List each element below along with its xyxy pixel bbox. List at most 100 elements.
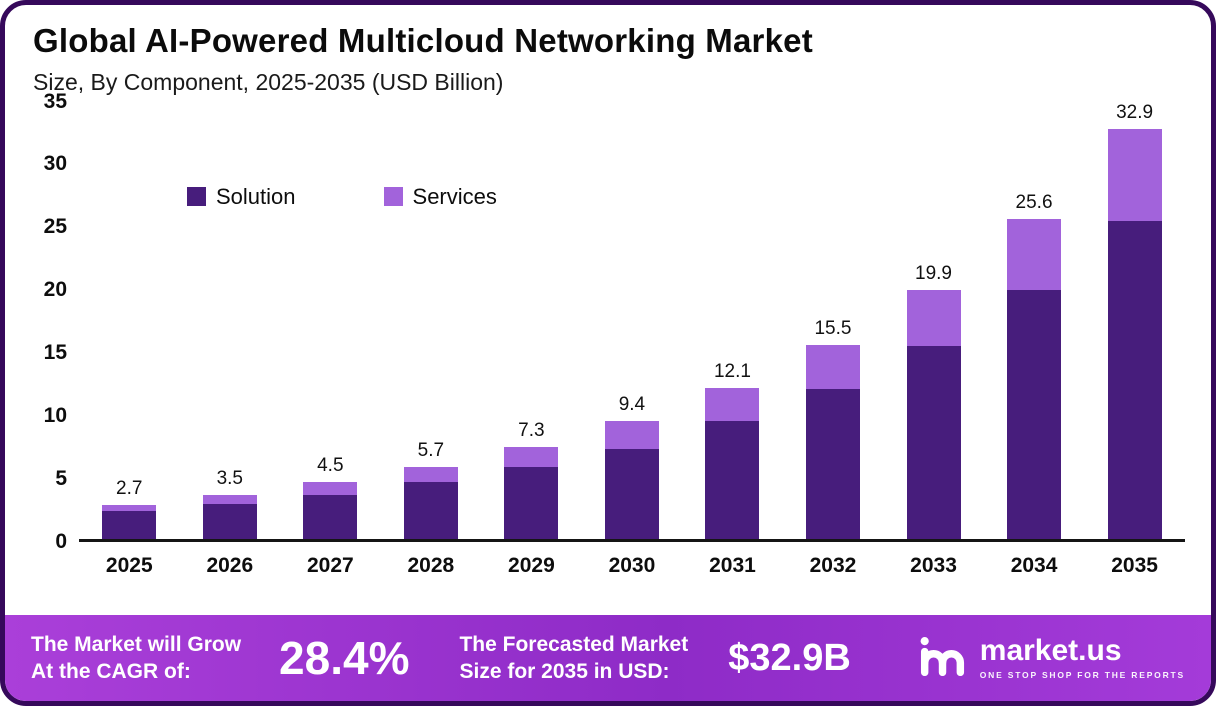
bar-total-label: 15.5 xyxy=(814,318,852,340)
bar-segment-services xyxy=(1107,128,1162,221)
bar-total-label: 32.9 xyxy=(1116,101,1154,123)
bar-segment-solution xyxy=(604,448,659,539)
cagr-value: 28.4% xyxy=(279,632,410,684)
bar-total-label: 4.5 xyxy=(317,455,344,477)
x-axis-label-2034: 2034 xyxy=(1010,553,1058,577)
x-axis-label-2032: 2032 xyxy=(809,553,857,577)
bar-segment-solution xyxy=(906,346,961,539)
legend-item-solution: Solution xyxy=(187,184,296,210)
cagr-label-line2: At the CAGR of: xyxy=(31,660,191,683)
bar-segment-services xyxy=(403,467,458,483)
bar-segment-solution xyxy=(202,503,257,539)
x-axis-label-2029: 2029 xyxy=(508,553,555,577)
brand-tagline: ONE STOP SHOP FOR THE REPORTS xyxy=(979,670,1185,680)
bar-group-2033: 19.9 xyxy=(884,102,984,539)
legend-label: Services xyxy=(412,183,497,209)
y-axis-tick: 0 xyxy=(55,529,67,553)
chart-subtitle: Size, By Component, 2025-2035 (USD Billi… xyxy=(33,68,504,95)
y-axis-tick: 35 xyxy=(43,89,67,113)
bar-total-label: 9.4 xyxy=(618,394,646,416)
bar-group-2035: 32.9 xyxy=(1085,102,1185,539)
bar-segment-solution xyxy=(303,494,358,539)
stacked-bar-2032 xyxy=(805,345,860,539)
bar-group-2032: 15.5 xyxy=(783,102,883,539)
x-axis-label-2035: 2035 xyxy=(1111,553,1158,577)
bar-group-2030: 9.4 xyxy=(582,102,682,539)
bar-segment-services xyxy=(705,387,760,422)
chart-title: Global AI-Powered Multicloud Networking … xyxy=(33,22,813,59)
bar-total-label: 25.6 xyxy=(1015,191,1053,213)
plot-area: Solution Services 2.7 3.5 4.5 5.7 7.3 9.4 12.1 1… xyxy=(79,102,1185,542)
bar-segment-solution xyxy=(705,421,760,539)
cagr-label: The Market will Grow At the CAGR of: xyxy=(31,631,241,686)
brand-name: market.us xyxy=(979,634,1122,667)
bar-segment-services xyxy=(1007,218,1062,291)
y-axis-tick: 30 xyxy=(43,152,67,176)
bar-segment-services xyxy=(504,447,559,468)
stacked-bar-2030 xyxy=(604,421,659,539)
bar-total-label: 7.3 xyxy=(518,420,545,442)
x-axis: 2025 2026 2027 2028 2029 2030 2031 2032 2033 2034… xyxy=(79,542,1185,584)
forecast-value: $32.9B xyxy=(728,636,851,679)
bar-segment-services xyxy=(805,345,860,389)
bar-segment-services xyxy=(604,421,659,449)
stacked-bar-2031 xyxy=(705,387,760,539)
bar-segment-solution xyxy=(504,467,559,539)
bar-group-2029: 7.3 xyxy=(482,102,582,539)
bar-segment-services xyxy=(303,482,358,495)
x-axis-label-2027: 2027 xyxy=(306,553,354,577)
bar-segment-solution xyxy=(1107,220,1162,539)
bar-segment-solution xyxy=(102,511,157,539)
bar-segment-solution xyxy=(805,388,860,539)
bar-segment-services xyxy=(102,504,157,512)
bar-group-2026: 3.5 xyxy=(180,102,280,539)
legend-item-services: Services xyxy=(383,183,497,210)
x-axis-label-2028: 2028 xyxy=(407,553,455,577)
bar-total-label: 12.1 xyxy=(713,360,751,382)
y-axis-tick: 20 xyxy=(43,278,67,302)
bar-group-2027: 4.5 xyxy=(281,102,381,539)
bar-total-label: 2.7 xyxy=(116,477,143,499)
x-axis-label-2030: 2030 xyxy=(608,553,656,577)
bar-total-label: 5.7 xyxy=(417,440,445,462)
stacked-bar-2028 xyxy=(403,467,458,539)
y-axis-tick: 10 xyxy=(43,403,67,427)
x-axis-label-2026: 2026 xyxy=(206,553,254,577)
bar-total-label: 19.9 xyxy=(915,263,952,285)
stacked-bar-2026 xyxy=(202,494,257,539)
forecast-label-line2: Size for 2035 in USD: xyxy=(459,660,670,683)
y-axis-tick: 5 xyxy=(55,466,67,490)
chart-legend: Solution Services xyxy=(187,184,497,210)
bar-group-2034: 25.6 xyxy=(984,102,1084,539)
marketus-logo: market.us ONE STOP SHOP FOR THE REPORTS xyxy=(918,633,1185,684)
stacked-bar-2027 xyxy=(303,482,358,539)
bar-group-2028: 5.7 xyxy=(381,102,481,539)
bar-chart: 0 5 10 15 20 25 30 35 Solution Services 2.7 3.5 4.… xyxy=(5,90,1211,584)
footer-banner: The Market will Grow At the CAGR of: 28.… xyxy=(5,615,1211,701)
forecast-label-line1: The Forecasted Market xyxy=(459,632,689,656)
legend-swatch-services xyxy=(383,187,403,207)
x-axis-label-2033: 2033 xyxy=(910,553,957,577)
stacked-bar-2025 xyxy=(102,504,157,539)
y-axis-tick: 25 xyxy=(43,215,67,239)
stacked-bar-2035 xyxy=(1107,128,1162,539)
stacked-bar-2034 xyxy=(1007,218,1062,539)
y-axis: 0 5 10 15 20 25 30 35 xyxy=(21,90,79,553)
stacked-bar-2029 xyxy=(504,447,559,539)
bar-segment-services xyxy=(906,290,961,347)
forecast-label: The Forecasted Market Size for 2035 in U… xyxy=(459,631,688,686)
x-axis-label-2025: 2025 xyxy=(105,553,153,577)
cagr-label-line1: The Market will Grow xyxy=(31,632,242,656)
bar-group-2031: 12.1 xyxy=(683,102,783,539)
bar-segment-solution xyxy=(1007,290,1062,539)
legend-label: Solution xyxy=(216,183,296,209)
bar-total-label: 3.5 xyxy=(216,467,243,489)
legend-swatch-solution xyxy=(187,187,206,207)
bar-group-2025: 2.7 xyxy=(80,102,180,539)
y-axis-tick: 15 xyxy=(43,341,67,365)
x-axis-label-2031: 2031 xyxy=(709,553,756,577)
marketus-logo-icon xyxy=(918,633,970,684)
chart-header: Global AI-Powered Multicloud Networking … xyxy=(5,5,1211,96)
bar-segment-services xyxy=(202,494,257,504)
